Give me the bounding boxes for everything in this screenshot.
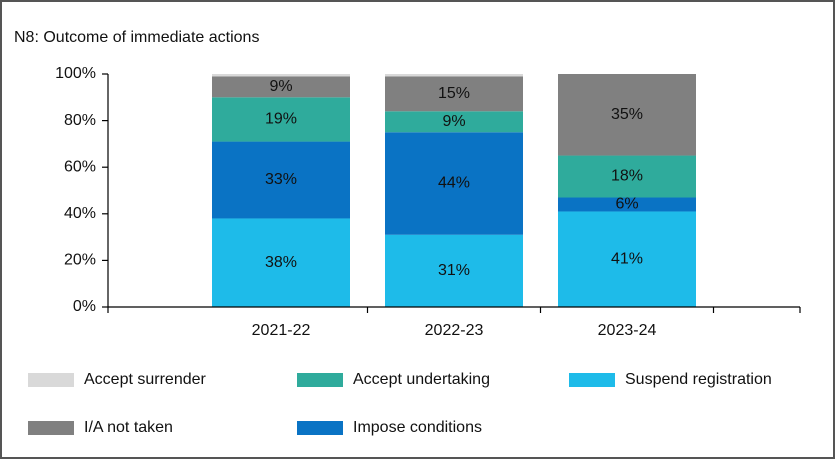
y-tick-label: 0% [73,298,96,315]
legend-label: Accept surrender [84,371,207,388]
legend-swatch [297,373,343,387]
bar-segment [385,111,523,133]
x-tick-label: 2023-24 [598,322,657,339]
data-label: 19% [265,111,297,128]
data-label: 6% [615,196,638,213]
data-label: 15% [438,85,470,102]
legend-label: I/A not taken [84,419,173,436]
x-tick-label: 2021-22 [252,322,311,339]
bar-segment [212,218,350,307]
y-tick-label: 40% [64,205,96,222]
bar-segment [212,97,350,142]
bar-segment [385,76,523,112]
data-label: 18% [611,168,643,185]
legend-swatch [28,421,74,435]
chart-title: N8: Outcome of immediate actions [14,29,259,46]
data-label: 44% [438,175,470,192]
bar-segment [385,74,523,77]
data-label: 41% [611,250,643,267]
data-label: 33% [265,171,297,188]
bar-segment [385,234,523,307]
bar-segment [558,74,696,156]
legend-swatch [297,421,343,435]
x-tick-label: 2022-23 [425,322,484,339]
y-tick-label: 20% [64,252,96,269]
data-label: 9% [269,78,292,95]
bar-segment [558,211,696,307]
y-tick-label: 60% [64,158,96,175]
data-label: 35% [611,106,643,123]
bar-segment [212,74,350,77]
data-label: 31% [438,262,470,279]
bar-segment [212,141,350,219]
y-tick-label: 80% [64,112,96,129]
legend-swatch [569,373,615,387]
y-tick-label: 100% [55,65,96,82]
legend-label: Impose conditions [353,419,482,436]
data-label: 9% [442,113,465,130]
data-label: 38% [265,254,297,271]
bar-segment [558,155,696,198]
bar-segment [558,197,696,212]
legend-label: Accept undertaking [353,371,490,388]
legend-label: Suspend registration [625,371,772,388]
legend-swatch [28,373,74,387]
bar-segment [385,132,523,235]
bar-segment [212,76,350,98]
